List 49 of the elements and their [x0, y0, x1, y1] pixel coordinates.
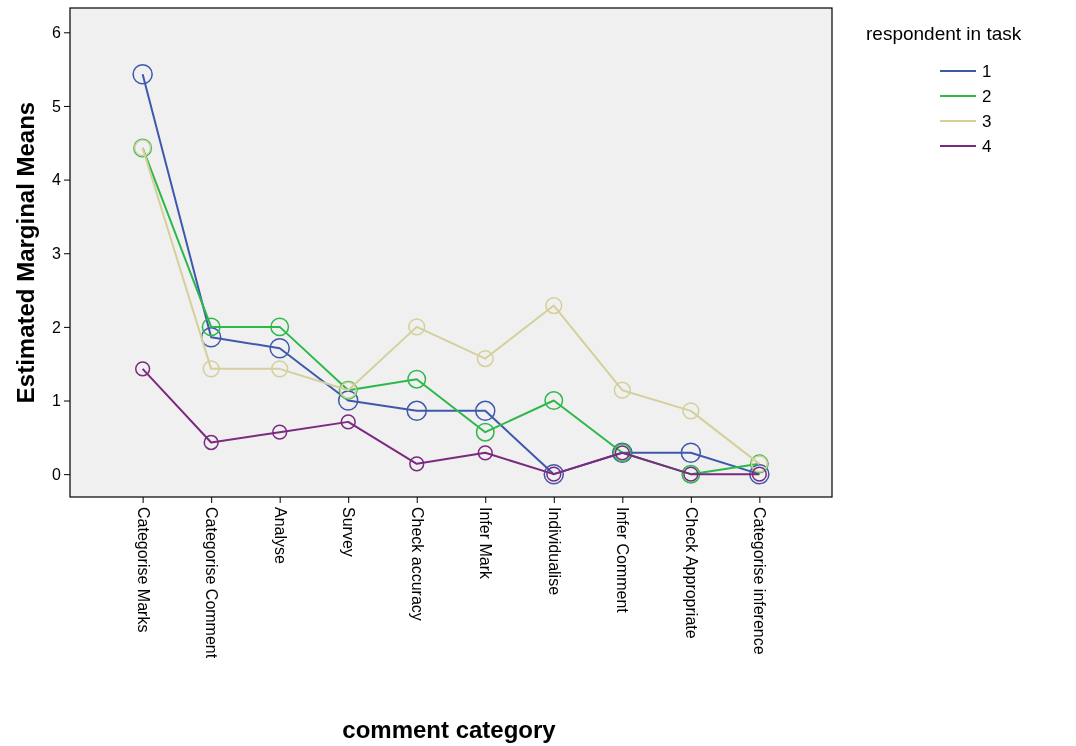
y-axis-title: Estimated Marginal Means: [12, 101, 39, 404]
x-tick-label: Analyse: [271, 507, 289, 565]
point: [613, 381, 631, 399]
point: [201, 317, 221, 337]
x-axis-title: comment category: [342, 716, 557, 743]
point: [202, 360, 220, 378]
legend-label: 3: [982, 111, 992, 131]
point: [475, 422, 495, 442]
point: [200, 326, 222, 348]
x-tick-label: Infer Mark: [477, 507, 495, 581]
x-tick-label: Categorise Marks: [134, 507, 152, 633]
point: [271, 360, 289, 378]
x-tick-label: Infer Comment: [614, 507, 632, 614]
point: [477, 445, 493, 461]
point: [409, 456, 425, 472]
x-tick-label: Check accuracy: [408, 507, 426, 621]
point: [406, 400, 428, 422]
legend-label: 4: [982, 136, 992, 156]
y-tick-label: 3: [52, 244, 62, 262]
y-tick-label: 5: [52, 97, 62, 115]
legend-label: 2: [982, 86, 992, 106]
point: [545, 296, 563, 315]
point: [132, 64, 153, 85]
x-tick-label: Individualise: [545, 507, 563, 596]
point: [203, 434, 219, 451]
point: [680, 442, 702, 464]
point: [337, 390, 359, 411]
point: [340, 414, 356, 430]
point: [474, 400, 496, 422]
point: [272, 424, 288, 440]
y-tick-label: 0: [52, 465, 62, 483]
x-tick-label: Categorise Comment: [203, 507, 221, 659]
point: [476, 349, 494, 368]
point: [408, 318, 426, 336]
y-tick-label: 1: [52, 392, 62, 410]
point: [134, 361, 151, 377]
y-tick-label: 4: [52, 171, 62, 189]
point: [544, 391, 564, 410]
point: [407, 369, 427, 389]
point: [270, 317, 290, 337]
x-tick-label: Survey: [340, 507, 358, 557]
x-tick-label: Check Appropriate: [682, 507, 700, 639]
legend-label: 1: [982, 61, 992, 81]
legend-title: respondent in task: [866, 23, 1022, 44]
y-tick-label: 6: [52, 23, 62, 41]
y-tick-label: 2: [52, 318, 62, 336]
x-tick-label: Categorise inference: [751, 507, 769, 655]
point: [682, 402, 700, 420]
point: [269, 337, 290, 359]
